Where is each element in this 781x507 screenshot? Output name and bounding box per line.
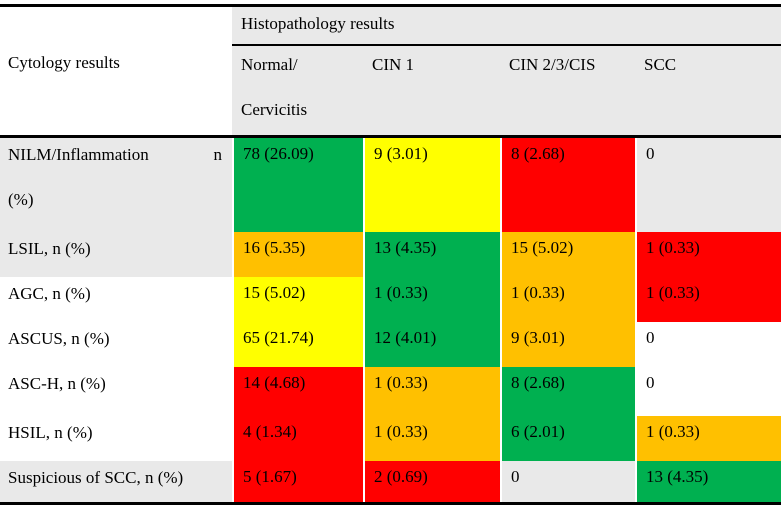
cell-agc-cin1: 1 (0.33) [363,277,500,322]
cell-asch-cin1: 1 (0.33) [363,367,500,416]
row-label-text: NILM/Inflammation [8,145,149,164]
row-label-ascus: ASCUS, n (%) [0,322,232,367]
cell-hsil-normal: 4 (1.34) [232,416,363,461]
row-label-text: ASC-H, n (%) [8,374,106,393]
row-label-asc-h: ASC-H, n (%) [0,367,232,416]
column-header-normal-cervicitis: Normal/ Cervicitis [232,46,363,138]
cytology-histopathology-table: Cytology results Histopathology results … [0,4,781,505]
cell-ascus-cin1: 12 (4.01) [363,322,500,367]
row-label-line2: (%) [8,190,34,209]
cell-agc-cin23cis: 1 (0.33) [500,277,635,322]
column-header-line1: Normal/ [241,55,298,74]
cell-hsil-cin1: 1 (0.33) [363,416,500,461]
cell-agc-scc: 1 (0.33) [635,277,781,322]
cell-nilm-cin1: 9 (3.01) [363,138,500,232]
cell-suspicious-normal: 5 (1.67) [232,461,363,502]
column-header-line1: CIN 2/3/CIS [509,55,596,74]
cell-lsil-cin23cis: 15 (5.02) [500,232,635,277]
row-label-text: ASCUS, n (%) [8,329,110,348]
cell-hsil-cin23cis: 6 (2.01) [500,416,635,461]
row-label-text: Suspicious of SCC, n (%) [8,468,184,487]
row-label-n: n [213,145,223,164]
cell-lsil-cin1: 13 (4.35) [363,232,500,277]
column-header-scc: SCC [635,46,781,138]
cell-asch-cin23cis: 8 (2.68) [500,367,635,416]
cell-nilm-cin23cis: 8 (2.68) [500,138,635,232]
corner-header-cytology-results: Cytology results [0,7,232,138]
row-label-nilm-inflammation: NILM/Inflammation n (%) [0,138,232,232]
cell-hsil-scc: 1 (0.33) [635,416,781,461]
cell-ascus-cin23cis: 9 (3.01) [500,322,635,367]
cell-suspicious-cin1: 2 (0.69) [363,461,500,502]
cell-lsil-scc: 1 (0.33) [635,232,781,277]
column-header-cin1: CIN 1 [363,46,500,138]
column-header-line2: Cervicitis [241,100,308,119]
row-label-agc: AGC, n (%) [0,277,232,322]
cell-asch-normal: 14 (4.68) [232,367,363,416]
column-header-line1: SCC [644,55,677,74]
cell-asch-scc: 0 [635,367,781,416]
cell-suspicious-cin23cis: 0 [500,461,635,502]
cell-agc-normal: 15 (5.02) [232,277,363,322]
row-label-hsil: HSIL, n (%) [0,416,232,461]
column-header-cin23cis: CIN 2/3/CIS [500,46,635,138]
cell-lsil-normal: 16 (5.35) [232,232,363,277]
row-label-text: AGC, n (%) [8,284,91,303]
row-label-text: HSIL, n (%) [8,423,93,442]
cell-ascus-scc: 0 [635,322,781,367]
column-header-line1: CIN 1 [372,55,415,74]
cell-nilm-normal: 78 (26.09) [232,138,363,232]
cell-suspicious-scc: 13 (4.35) [635,461,781,502]
row-label-text: LSIL, n (%) [8,239,91,258]
row-label-suspicious-of-scc: Suspicious of SCC, n (%) [0,461,232,502]
cell-nilm-scc: 0 [635,138,781,232]
row-label-lsil: LSIL, n (%) [0,232,232,277]
cell-ascus-normal: 65 (21.74) [232,322,363,367]
group-header-histopathology-results: Histopathology results [232,7,781,46]
